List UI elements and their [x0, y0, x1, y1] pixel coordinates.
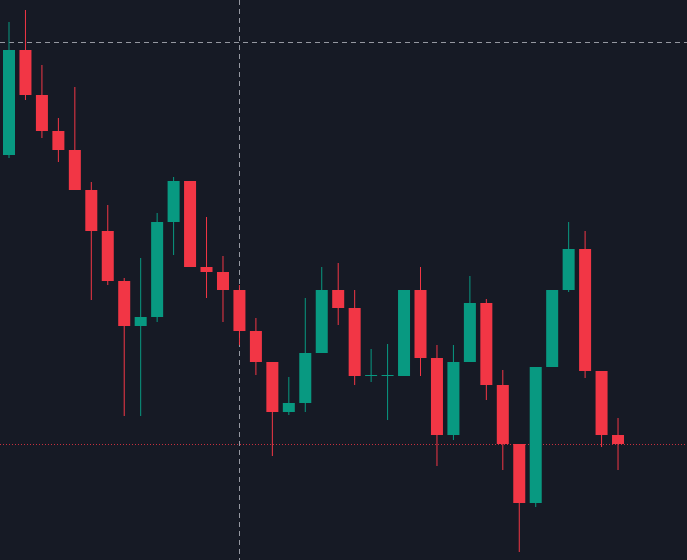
candle-body: [167, 181, 180, 222]
candle-body: [151, 222, 164, 317]
candle-body: [200, 267, 213, 272]
candle-body: [546, 290, 559, 367]
candle-body: [118, 281, 131, 326]
candle-body: [299, 353, 312, 403]
candle-body: [52, 131, 65, 150]
candle-body: [398, 290, 411, 376]
candle-body: [19, 50, 32, 95]
candle-body: [612, 435, 625, 444]
candle-body: [35, 95, 48, 131]
candle-body: [266, 362, 279, 412]
candle-body: [562, 249, 575, 290]
candle-body: [233, 290, 246, 331]
candle-body: [513, 444, 526, 503]
candle-body: [332, 290, 345, 308]
candle-body: [315, 290, 328, 353]
candle-body: [101, 231, 114, 281]
candle-body: [348, 308, 361, 376]
candle-body: [447, 362, 460, 435]
candle-body: [430, 358, 443, 435]
candle-body: [529, 367, 542, 503]
candle-body: [216, 272, 229, 290]
candle-body: [85, 190, 98, 231]
candle-body: [249, 331, 262, 362]
candle-body: [184, 181, 197, 267]
candle-body: [595, 371, 608, 435]
candle-body: [414, 290, 427, 358]
candle-body: [3, 50, 15, 155]
candle-body: [365, 375, 378, 376]
candle-body: [68, 150, 81, 190]
candle-body: [134, 317, 147, 326]
candle-body: [282, 403, 295, 412]
candle-body: [579, 249, 592, 371]
candle-body: [496, 385, 509, 444]
candle-body: [480, 303, 493, 385]
candle-body: [381, 375, 394, 376]
candle-body: [463, 303, 476, 362]
